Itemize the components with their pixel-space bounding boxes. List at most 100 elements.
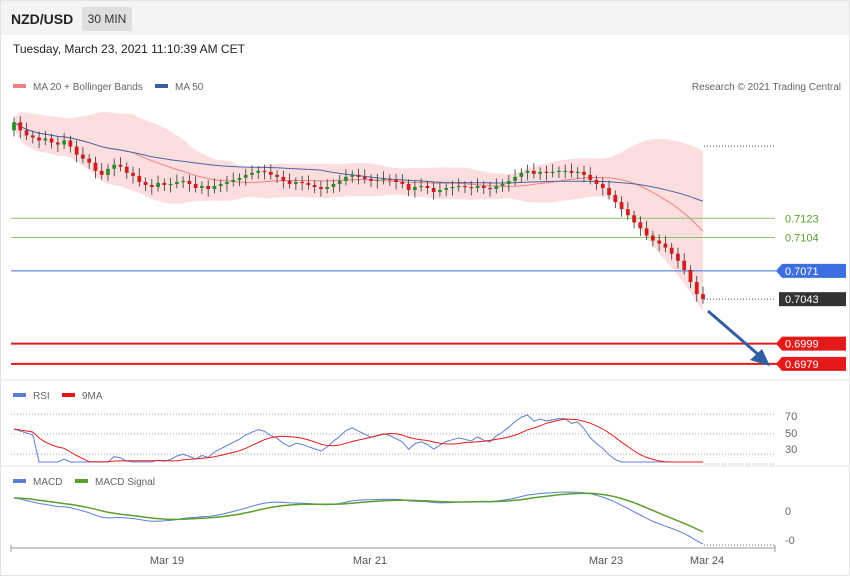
support-tag [776,356,846,371]
ma20-legend-label: MA 20 + Bollinger Bands [33,82,143,93]
rsi-legend-swatch [13,393,26,397]
bull-candle [350,174,355,177]
bear-candle [18,122,23,131]
bear-candle [600,183,605,188]
bull-candle [344,176,348,181]
bear-candle [30,135,35,138]
rsi-ma-line [13,418,703,463]
bear-candle [268,171,273,175]
bear-candle [387,178,392,181]
bear-candle [400,181,405,184]
bear-candle [569,170,574,173]
bear-candle [68,140,73,147]
bear-candle [369,178,373,181]
bear-candle [619,202,624,210]
bull-candle [256,170,261,173]
bull-candle [243,174,248,178]
timeframe-button[interactable]: 30 MIN [82,7,132,31]
rsi-ma-legend-swatch [62,393,75,397]
timestamp: Tuesday, March 23, 2021 11:10:39 AM CET [13,42,245,56]
bear-candle [582,171,586,175]
bear-candle [137,175,142,182]
support-label: 0.6999 [785,339,819,351]
bull-candle [231,179,236,182]
bear-candle [356,174,361,177]
bear-candle [362,176,367,179]
bollinger-band [14,112,703,312]
bear-candle [281,176,286,181]
bear-candle [406,183,411,191]
macd-legend-swatch [13,479,26,483]
rsi-tick-label: 50 [785,428,797,440]
resistance-label: 0.7104 [785,233,819,245]
resistance-label: 0.7123 [785,213,819,225]
bear-candle [319,186,323,189]
bear-candle [87,158,92,163]
bear-candle [193,183,198,188]
bear-candle [99,170,104,175]
bear-candle [488,187,492,190]
bear-candle [118,164,123,167]
macd-tick-label: -0 [785,535,795,547]
macd-signal-legend-label: MACD Signal [95,477,155,488]
bull-candle [12,122,16,131]
bull-candle [225,181,229,184]
bull-candle [250,172,254,175]
bull-candle [43,138,48,141]
bear-candle [131,172,135,176]
bull-candle [557,170,561,173]
bear-candle [275,174,279,177]
bear-candle [262,170,267,173]
macd-legend-label: MACD [33,477,62,488]
bear-candle [625,209,630,216]
bear-candle [638,222,643,229]
bear-candle [532,170,536,174]
bull-candle [331,183,336,187]
bear-candle [74,146,79,155]
rsi-ma-legend-label: 9MA [82,391,103,402]
rsi-gridlines [11,413,775,465]
rsi-line [13,414,703,463]
current-price-label: 0.7043 [785,294,819,306]
bull-candle [156,182,160,187]
bear-candle [701,294,705,300]
bull-candle [550,171,555,174]
bear-candle [81,154,85,159]
bear-candle [143,181,148,185]
bear-candle [93,162,98,171]
bear-candle [312,184,317,187]
bear-candle [607,187,611,196]
bull-candle [525,170,530,173]
bear-candle [644,228,649,236]
bull-candle [419,185,424,188]
bear-candle [306,182,311,185]
bull-candle [456,185,461,188]
bear-candle [300,181,305,184]
rsi-tick-label: 70 [785,411,797,423]
bull-candle [412,186,417,191]
pivot-label: 0.7071 [785,266,819,278]
bear-candle [162,182,167,185]
rsi-tick-label: 30 [785,444,797,456]
bear-candle [49,138,54,143]
bollinger-band-fill [14,112,703,312]
symbol-label: NZD/USD [11,11,74,27]
bull-candle [168,183,173,186]
chart-header: NZD/USD 30 MIN [1,1,849,35]
ma50-legend-swatch [155,84,168,88]
bear-candle [588,174,593,180]
bull-candle [337,180,342,184]
x-tick-label: Mar 19 [150,555,184,567]
candles [12,116,705,304]
bear-candle [682,260,687,270]
bull-candle [237,177,242,180]
bear-candle [431,187,436,193]
bear-candle [124,166,129,173]
bull-candle [293,181,298,184]
rsi-legend: RSI 9MA [13,391,103,402]
bull-candle [513,176,517,181]
bear-candle [55,142,60,145]
bull-candle [218,183,223,186]
bull-candle [450,186,455,189]
